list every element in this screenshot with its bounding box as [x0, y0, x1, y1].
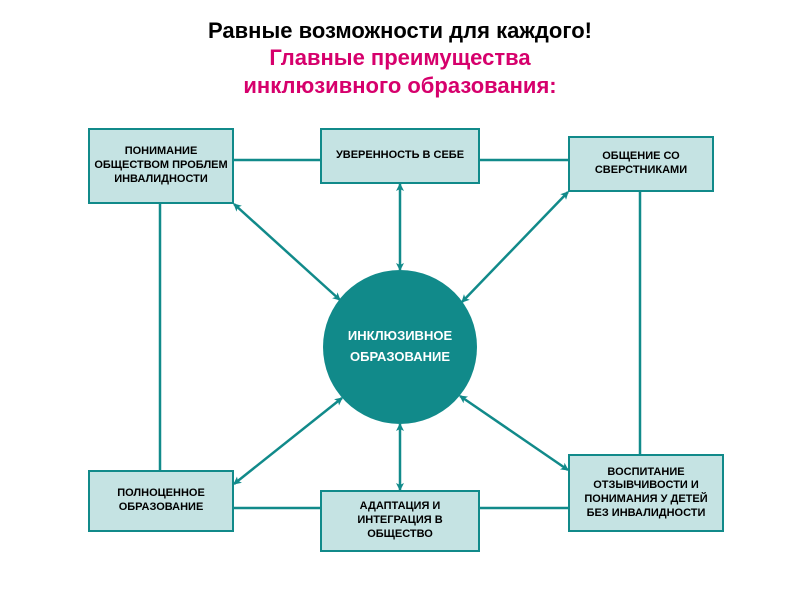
node-label: АДАПТАЦИЯ И ИНТЕГРАЦИЯ В ОБЩЕСТВО: [326, 500, 474, 541]
node-understanding: ПОНИМАНИЕ ОБЩЕСТВОМ ПРОБЛЕМ ИНВАЛИДНОСТИ: [88, 128, 234, 204]
node-label: УВЕРЕННОСТЬ В СЕБЕ: [336, 149, 464, 163]
node-peers: ОБЩЕНИЕ СО СВЕРСТНИКАМИ: [568, 136, 714, 192]
title-line-1: Равные возможности для каждого!: [0, 18, 800, 44]
title-line-2: Главные преимущества: [0, 44, 800, 72]
title-block: Равные возможности для каждого! Главные …: [0, 0, 800, 99]
node-label: ПОЛНОЦЕННОЕ ОБРАЗОВАНИЕ: [94, 487, 228, 515]
node-adaptation: АДАПТАЦИЯ И ИНТЕГРАЦИЯ В ОБЩЕСТВО: [320, 490, 480, 552]
node-label: ВОСПИТАНИЕ ОТЗЫВЧИВОСТИ И ПОНИМАНИЯ У ДЕ…: [574, 466, 718, 521]
node-education: ПОЛНОЦЕННОЕ ОБРАЗОВАНИЕ: [88, 470, 234, 532]
node-empathy: ВОСПИТАНИЕ ОТЗЫВЧИВОСТИ И ПОНИМАНИЯ У ДЕ…: [568, 454, 724, 532]
node-label: ПОНИМАНИЕ ОБЩЕСТВОМ ПРОБЛЕМ ИНВАЛИДНОСТИ: [94, 145, 228, 186]
node-confidence: УВЕРЕННОСТЬ В СЕБЕ: [320, 128, 480, 184]
center-label-1: ИНКЛЮЗИВНОЕ: [348, 326, 452, 347]
center-node: ИНКЛЮЗИВНОЕ ОБРАЗОВАНИЕ: [323, 270, 477, 424]
node-label: ОБЩЕНИЕ СО СВЕРСТНИКАМИ: [574, 150, 708, 178]
center-label-2: ОБРАЗОВАНИЕ: [350, 347, 450, 368]
title-line-3: инклюзивного образования:: [0, 72, 800, 100]
